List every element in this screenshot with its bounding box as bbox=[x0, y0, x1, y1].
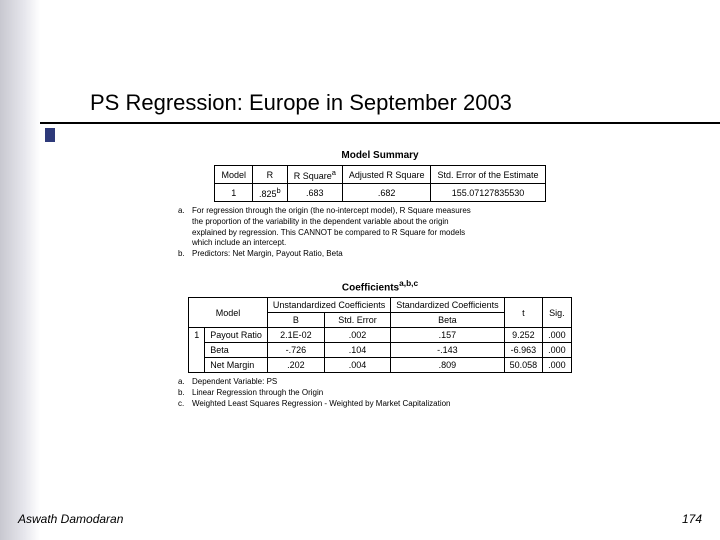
cell-t: 50.058 bbox=[504, 358, 543, 373]
footer-page-number: 174 bbox=[682, 512, 702, 526]
cell-rsq: .683 bbox=[287, 184, 342, 202]
cell-beta: .157 bbox=[391, 328, 504, 343]
table-header-row: Model Unstandardized Coefficients Standa… bbox=[189, 298, 571, 313]
col-group-std: Standardized Coefficients bbox=[391, 298, 504, 313]
table-header-row: Model R R Squarea Adjusted R Square Std.… bbox=[215, 166, 545, 184]
col-adjrsq: Adjusted R Square bbox=[342, 166, 431, 184]
cell-se: .002 bbox=[324, 328, 390, 343]
coefficients-table: Model Unstandardized Coefficients Standa… bbox=[188, 297, 571, 373]
cell-B: 2.1E-02 bbox=[267, 328, 324, 343]
col-b: B bbox=[267, 313, 324, 328]
content-area: Model Summary Model R R Squarea Adjusted… bbox=[150, 150, 610, 410]
model-summary-notes: a.For regression through the origin (the… bbox=[178, 206, 478, 260]
footer-author: Aswath Damodaran bbox=[18, 512, 123, 526]
col-stderr: Std. Error bbox=[324, 313, 390, 328]
cell-se: .004 bbox=[324, 358, 390, 373]
cell-model: 1 bbox=[189, 328, 205, 373]
col-model: Model bbox=[189, 298, 268, 328]
table-row: 1 .825b .683 .682 155.07127835530 bbox=[215, 184, 545, 202]
col-group-unstd: Unstandardized Coefficients bbox=[267, 298, 390, 313]
note-item: c.Weighted Least Squares Regression - We… bbox=[178, 399, 478, 410]
col-sig: Sig. bbox=[543, 298, 572, 328]
cell-model: 1 bbox=[215, 184, 253, 202]
cell-var: Payout Ratio bbox=[205, 328, 268, 343]
table-row: 1 Payout Ratio 2.1E-02 .002 .157 9.252 .… bbox=[189, 328, 571, 343]
col-model: Model bbox=[215, 166, 253, 184]
cell-beta: -.143 bbox=[391, 343, 504, 358]
cell-r: .825b bbox=[253, 184, 288, 202]
cell-sig: .000 bbox=[543, 358, 572, 373]
cell-beta: .809 bbox=[391, 358, 504, 373]
cell-B: -.726 bbox=[267, 343, 324, 358]
cell-adjrsq: .682 bbox=[342, 184, 431, 202]
model-summary-table: Model R R Squarea Adjusted R Square Std.… bbox=[214, 165, 545, 202]
slide-title: PS Regression: Europe in September 2003 bbox=[90, 90, 512, 116]
note-item: b.Linear Regression through the Origin bbox=[178, 388, 478, 399]
cell-sig: .000 bbox=[543, 328, 572, 343]
col-beta: Beta bbox=[391, 313, 504, 328]
note-item: a.Dependent Variable: PS bbox=[178, 377, 478, 388]
cell-var: Net Margin bbox=[205, 358, 268, 373]
cell-B: .202 bbox=[267, 358, 324, 373]
note-item: a.For regression through the origin (the… bbox=[178, 206, 478, 249]
cell-sig: .000 bbox=[543, 343, 572, 358]
note-item: b.Predictors: Net Margin, Payout Ratio, … bbox=[178, 249, 478, 260]
cell-var: Beta bbox=[205, 343, 268, 358]
col-se: Std. Error of the Estimate bbox=[431, 166, 545, 184]
col-rsq: R Squarea bbox=[287, 166, 342, 184]
col-r: R bbox=[253, 166, 288, 184]
cell-t: 9.252 bbox=[504, 328, 543, 343]
table-row: Net Margin .202 .004 .809 50.058 .000 bbox=[189, 358, 571, 373]
cell-se: .104 bbox=[324, 343, 390, 358]
cell-se: 155.07127835530 bbox=[431, 184, 545, 202]
coefficients-title: Coefficientsa,b,c bbox=[150, 278, 610, 293]
model-summary-title: Model Summary bbox=[150, 150, 610, 161]
side-gradient bbox=[0, 0, 40, 540]
col-t: t bbox=[504, 298, 543, 328]
cell-t: -6.963 bbox=[504, 343, 543, 358]
title-underline bbox=[40, 122, 720, 124]
accent-bar bbox=[45, 128, 55, 142]
table-row: Beta -.726 .104 -.143 -6.963 .000 bbox=[189, 343, 571, 358]
coefficients-notes: a.Dependent Variable: PS b.Linear Regres… bbox=[178, 377, 478, 409]
